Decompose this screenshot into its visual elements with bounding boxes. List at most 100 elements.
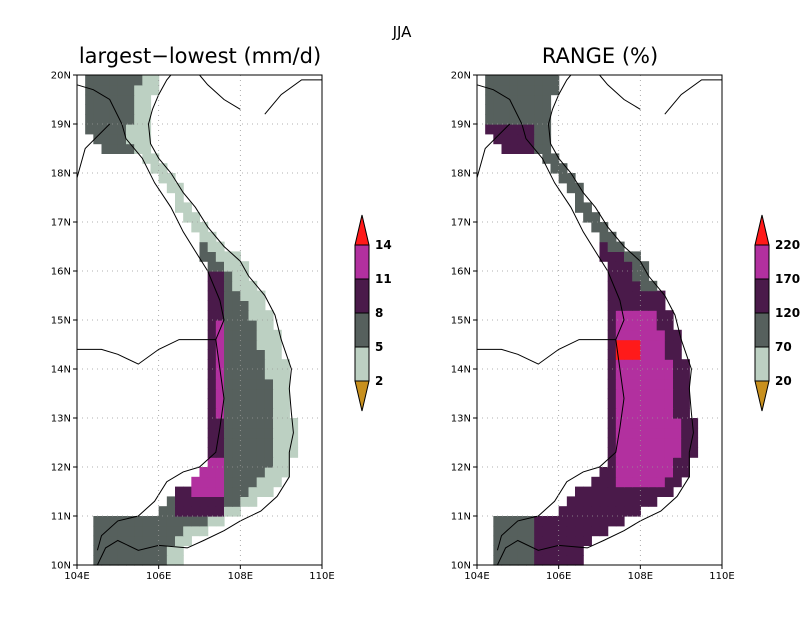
grid-cell (648, 408, 658, 419)
grid-cell (232, 427, 241, 439)
grid-cell (166, 173, 176, 184)
grid-cell (664, 427, 674, 439)
grid-cell (607, 418, 617, 429)
grid-cell (648, 476, 658, 488)
grid-cell (656, 447, 666, 458)
grid-cell (273, 427, 282, 439)
grid-cell (281, 388, 290, 399)
grid-cell (583, 506, 592, 517)
grid-cell (224, 349, 233, 360)
grid-cell (664, 408, 674, 419)
grid-cell (558, 545, 568, 556)
grid-cell (175, 486, 184, 497)
coastline (496, 74, 694, 566)
grid-cell (207, 457, 217, 468)
grid-cell (673, 418, 682, 429)
grid-cell (615, 496, 625, 507)
grid-cell (542, 535, 552, 546)
grid-cell (207, 280, 217, 292)
grid-cell (126, 555, 135, 566)
grid-cell (117, 525, 127, 537)
grid-cell (207, 476, 217, 488)
grid-cell (607, 241, 617, 252)
grid-cell (681, 378, 690, 390)
grid-cell (142, 114, 152, 125)
grid-cell (575, 506, 584, 517)
grid-cell (485, 114, 494, 125)
grid-cell (224, 447, 233, 458)
grid-cell (615, 427, 625, 439)
grid-cell (591, 496, 601, 507)
country-border (76, 123, 111, 179)
grid-cell (640, 437, 650, 448)
grid-cell (664, 378, 674, 390)
grid-cell (264, 408, 274, 419)
grid-cell (126, 114, 135, 125)
grid-cell (101, 94, 111, 105)
grid-cell (509, 124, 519, 135)
grid-cell (599, 231, 609, 243)
grid-cell (264, 418, 274, 429)
grid-cell (673, 427, 682, 439)
grid-cell (273, 457, 282, 468)
grid-cell (583, 202, 592, 213)
grid-cell (624, 300, 633, 311)
grid-cell (607, 320, 617, 331)
grid-cell (126, 75, 135, 86)
grid-cell (158, 535, 168, 546)
grid-cell (85, 84, 94, 96)
grid-cell (542, 124, 552, 135)
grid-cell (224, 290, 233, 301)
panel-left-data-cells (85, 75, 299, 566)
grid-cell (640, 300, 650, 311)
grid-cell (501, 545, 511, 556)
grid-cell (673, 388, 682, 399)
grid-cell (142, 153, 152, 164)
grid-cell (240, 486, 250, 497)
grid-cell (207, 418, 217, 429)
grid-cell (591, 486, 601, 497)
grid-cell (134, 516, 143, 527)
grid-cell (648, 496, 658, 507)
grid-cell (534, 133, 543, 145)
grid-cell (273, 408, 282, 419)
grid-cell (493, 545, 503, 556)
grid-cell (640, 398, 650, 409)
grid-cell (215, 290, 225, 301)
panel-left-coastline (76, 74, 322, 566)
grid-cell (656, 427, 666, 439)
grid-cell (599, 251, 609, 262)
grid-cell (607, 261, 617, 272)
grid-cell (640, 290, 650, 301)
grid-cell (215, 398, 225, 409)
grid-cell (640, 496, 650, 507)
grid-cell (232, 418, 241, 429)
grid-cell (273, 447, 282, 458)
grid-cell (175, 192, 184, 203)
grid-cell (615, 506, 625, 517)
grid-cell (117, 84, 127, 96)
grid-cell (648, 310, 658, 321)
grid-cell (624, 457, 633, 468)
grid-cell (640, 476, 650, 488)
grid-cell (615, 261, 625, 272)
grid-cell (648, 369, 658, 380)
grid-cell (109, 143, 119, 154)
grid-cell (215, 506, 225, 517)
grid-cell (101, 124, 111, 135)
grid-cell (256, 486, 266, 497)
grid-cell (526, 104, 535, 115)
colorbar-label: 5 (375, 340, 383, 354)
grid-cell (142, 535, 152, 546)
grid-cell (232, 408, 241, 419)
grid-cell (207, 231, 217, 243)
colorbar-label: 20 (775, 374, 792, 388)
grid-cell (664, 398, 674, 409)
lat-tick-label: 11N (451, 512, 471, 523)
grid-cell (656, 369, 666, 380)
grid-cell (224, 300, 233, 311)
grid-cell (289, 447, 299, 458)
grid-cell (648, 388, 658, 399)
grid-cell (648, 329, 658, 341)
grid-cell (126, 535, 135, 546)
